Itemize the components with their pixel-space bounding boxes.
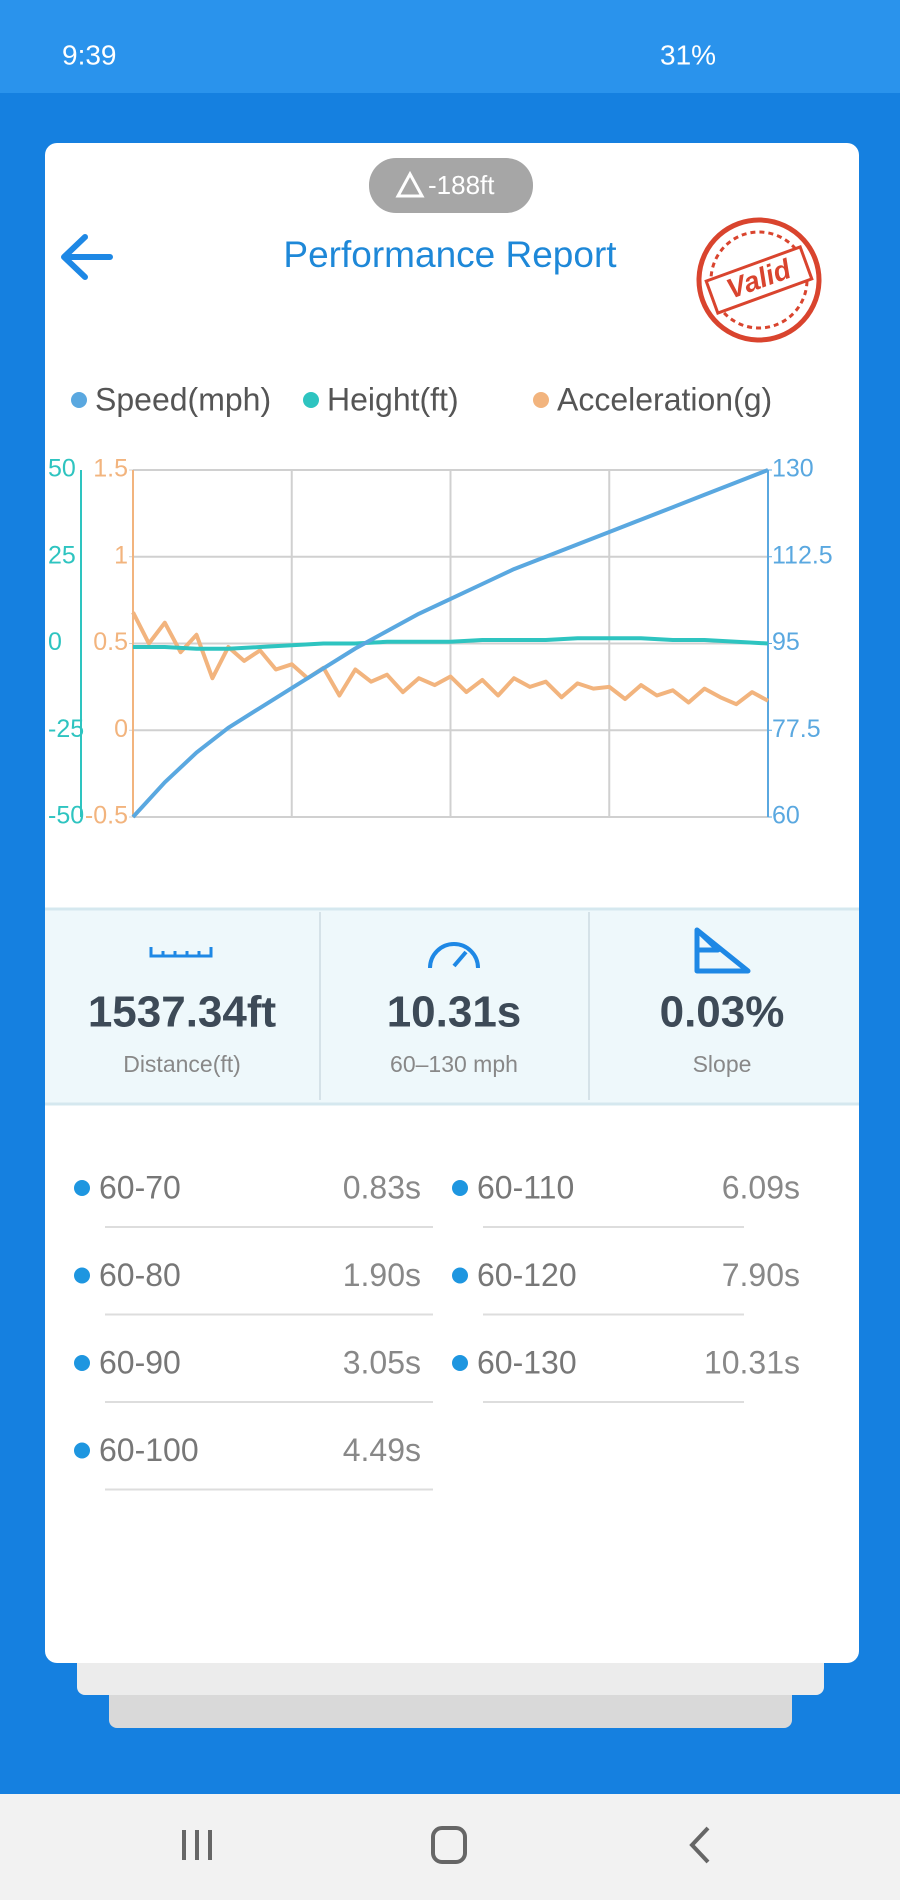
- battery: 31%: [660, 39, 716, 70]
- legend-label: Speed(mph): [95, 381, 271, 417]
- split-label: 60-90: [99, 1344, 181, 1380]
- split-dot: [74, 1442, 90, 1459]
- y2-tick-label: 130: [772, 455, 814, 483]
- split-label: 60-120: [477, 1257, 577, 1293]
- legend-dot: [71, 392, 87, 408]
- split-dot: [452, 1267, 468, 1284]
- legend-dot: [533, 392, 549, 408]
- recents-button[interactable]: [182, 1830, 212, 1860]
- split-label: 60-110: [477, 1169, 574, 1205]
- series-line: [133, 636, 769, 651]
- status-bar: [0, 0, 900, 93]
- y-tick-label: 0: [48, 628, 62, 656]
- stat-value: 10.31s: [387, 988, 522, 1037]
- split-time: 6.09s: [722, 1169, 800, 1205]
- stat-label: Slope: [693, 1051, 752, 1077]
- stat-label: Distance(ft): [123, 1051, 241, 1077]
- y3-tick-label: 0.5: [93, 628, 128, 656]
- y3-tick-label: 1.5: [93, 455, 128, 483]
- title: Performance Report: [283, 234, 617, 275]
- split-label: 60-100: [99, 1432, 199, 1468]
- y2-tick-label: 112.5: [772, 541, 833, 569]
- split-label: 60-80: [99, 1257, 181, 1293]
- altitude: -188ft: [428, 170, 495, 200]
- split-time: 10.31s: [704, 1344, 800, 1380]
- split-dot: [452, 1180, 468, 1196]
- split-time: 7.90s: [722, 1257, 800, 1293]
- series-line: [131, 611, 769, 707]
- stats-panel: [45, 908, 859, 1104]
- series-line: [131, 468, 769, 819]
- y2-tick-label: 60: [772, 802, 800, 830]
- stat-value: 1537.34ft: [88, 988, 277, 1037]
- split-dot: [74, 1267, 90, 1284]
- gauge-needle: [452, 950, 468, 968]
- y2-tick-label: 77.5: [772, 715, 821, 743]
- split-label: 60-70: [99, 1169, 181, 1205]
- card: [45, 143, 859, 1663]
- slope-icon: [694, 927, 751, 974]
- y3-tick-label: 1: [114, 541, 128, 569]
- legend-label: Acceleration(g): [557, 381, 772, 417]
- y3-tick-label: 0: [114, 715, 128, 743]
- home-button[interactable]: [431, 1826, 467, 1864]
- y3-tick-label: -0.5: [85, 802, 128, 830]
- y-tick-label: -50: [48, 802, 84, 830]
- mountain-icon: [395, 170, 425, 198]
- split-label: 60-130: [477, 1344, 577, 1380]
- split-time: 3.05s: [343, 1344, 421, 1380]
- back-nav-button[interactable]: [689, 1826, 710, 1864]
- stat-value: 0.03%: [660, 988, 785, 1037]
- split-time: 4.49s: [343, 1432, 421, 1468]
- back-button[interactable]: [61, 234, 113, 280]
- y-tick-label: 50: [48, 455, 76, 483]
- y2-tick-label: 95: [772, 628, 800, 656]
- y-tick-label: -25: [48, 715, 84, 743]
- legend-label: Height(ft): [327, 381, 459, 417]
- y-tick-label: 25: [48, 541, 76, 569]
- split-dot: [74, 1180, 90, 1196]
- split-dot: [452, 1355, 468, 1371]
- split-time: 1.90s: [343, 1257, 421, 1293]
- legend-dot: [303, 392, 319, 408]
- split-time: 0.83s: [343, 1169, 421, 1205]
- nav-bar: [0, 1794, 900, 1900]
- ruler-icon: [149, 947, 213, 958]
- split-dot: [74, 1355, 90, 1371]
- stat-label: 60–130 mph: [390, 1051, 518, 1077]
- gauge-icon: [428, 942, 480, 969]
- clock: 9:39: [62, 39, 117, 70]
